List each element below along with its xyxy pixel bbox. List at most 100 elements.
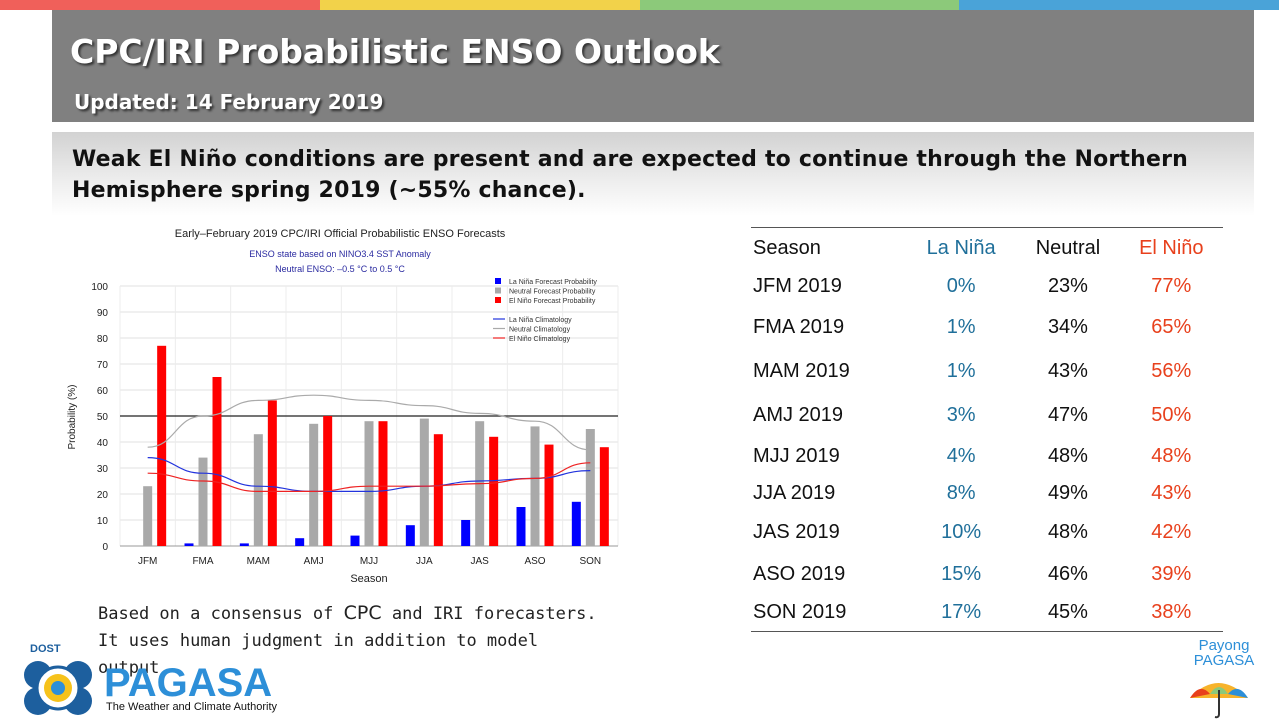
table-header-row: Season La Niña Neutral El Niño [751, 227, 1223, 267]
table-cell-neutral: 43% [1047, 359, 1088, 382]
table-cell-season: MJJ 2019 [753, 444, 840, 467]
table-cell-neutral: 48% [1047, 520, 1088, 543]
table-row: JFM 2019 0% 23% 77% [751, 267, 1223, 305]
table-cell-el-nino: 48% [1151, 444, 1192, 467]
chart-legend: La Niña Forecast Probability Neutral Fore… [493, 278, 597, 343]
table-cell-neutral: 47% [1047, 403, 1088, 426]
table-cell-la-nina: 4% [946, 444, 976, 467]
chart-bar-la-nina [239, 543, 249, 546]
chart-x-tick-label: JJA [416, 556, 433, 567]
table-row: ASO 2019 15% 46% 39% [751, 553, 1223, 595]
chart-svg: Early–February 2019 CPC/IRI Official Pro… [67, 228, 619, 585]
note-cpc: CPC [343, 602, 382, 624]
header: CPC/IRI Probabilistic ENSO Outlook Updat… [52, 10, 1254, 122]
table-cell-season: JFM 2019 [753, 274, 842, 297]
table-cell-el-nino: 39% [1151, 562, 1192, 585]
table-cell-neutral: 45% [1016, 595, 1120, 632]
table-cell-neutral: 49% [1047, 481, 1088, 504]
chart-bar-el-nino [378, 421, 388, 546]
table-cell-season: JAS 2019 [753, 520, 840, 543]
chart-bars [143, 345, 609, 546]
chart-bar-el-nino [267, 400, 277, 546]
table-row: AMJ 2019 3% 47% 50% [751, 393, 1223, 437]
chart-title: Early–February 2019 CPC/IRI Official Pro… [175, 228, 506, 240]
chart-y-tick-label: 10 [97, 516, 109, 527]
pagasa-name: PAGASA [104, 661, 272, 705]
pagasa-emblem-icon [24, 661, 92, 715]
chart-x-tick-label: MJJ [360, 556, 378, 567]
legend-label: El Niño Climatology [509, 336, 571, 343]
table-cell-season: FMA 2019 [753, 315, 845, 338]
top-color-bar [0, 0, 1279, 10]
chart-bar-neutral [530, 426, 540, 546]
table-cell-el-nino: 43% [1151, 481, 1192, 504]
legend-label: La Niña Forecast Probability [509, 279, 597, 286]
table-row: FMA 2019 1% 34% 65% [751, 305, 1223, 349]
chart-y-tick-label: 60 [97, 386, 109, 397]
table-row: JAS 2019 10% 48% 42% [751, 511, 1223, 553]
payong-pagasa-label: PAGASA [1194, 652, 1255, 669]
pagasa-tagline: The Weather and Climate Authority [106, 701, 277, 713]
consensus-note: Based on a consensus of CPC and IRI fore… [98, 600, 618, 682]
chart-bar-neutral [253, 434, 263, 546]
chart-y-tick-label: 90 [97, 308, 109, 319]
top-bar-segment-blue [959, 0, 1279, 10]
table-cell-neutral: 34% [1047, 315, 1088, 338]
pagasa-logo-graphic: DOST PAGASA The Weather and Climate Auth… [24, 643, 277, 715]
table-cell-la-nina: 1% [946, 359, 976, 382]
table-cell-neutral: 46% [1047, 562, 1088, 585]
headline-text: Weak El Niño conditions are present and … [72, 147, 1189, 203]
table-cell-la-nina: 15% [941, 562, 982, 585]
legend-label: La Niña Climatology [509, 317, 572, 324]
chart-bar-la-nina [571, 501, 581, 546]
chart-subtitle-1: ENSO state based on NINO3.4 SST Anomaly [249, 249, 431, 259]
chart-bar-el-nino [544, 444, 554, 546]
table-body: JFM 2019 0% 23% 77% FMA 2019 1% 34% 65% MAM 2019… [751, 267, 1223, 632]
legend-label: Neutral Climatology [509, 327, 571, 334]
table-cell-season: ASO 2019 [753, 562, 846, 585]
chart-y-tick-label: 30 [97, 464, 109, 475]
chart-bar-la-nina [405, 525, 415, 546]
enso-forecast-chart: Early–February 2019 CPC/IRI Official Pro… [52, 216, 628, 596]
page-title: CPC/IRI Probabilistic ENSO Outlook [70, 32, 720, 71]
legend-label: El Niño Forecast Probability [509, 298, 596, 305]
chart-ticks: 0 10 20 30 40 50 60 70 80 90 100 JFM FMA MAM AMJ MJJ JJA… [91, 282, 601, 567]
table-row: MJJ 2019 4% 48% 48% [751, 437, 1223, 475]
table-cell-neutral: 48% [1047, 444, 1088, 467]
table-cell-el-nino: 38% [1119, 595, 1223, 632]
table-cell-la-nina: 17% [906, 595, 1017, 632]
chart-x-tick-label: SON [579, 556, 601, 567]
chart-line-neutral-climatology [147, 394, 591, 451]
top-bar-segment-red [0, 0, 320, 10]
chart-y-tick-label: 100 [91, 282, 108, 293]
updated-date: Updated: 14 February 2019 [74, 90, 384, 114]
chart-y-tick-label: 20 [97, 490, 109, 501]
table-cell-la-nina: 3% [946, 403, 976, 426]
chart-bar-neutral [309, 423, 319, 546]
chart-y-tick-label: 40 [97, 438, 109, 449]
table-row: JJA 2019 8% 49% 43% [751, 475, 1223, 511]
chart-bar-neutral [143, 486, 153, 546]
table-cell-la-nina: 1% [946, 315, 976, 338]
top-bar-segment-green [639, 0, 960, 10]
table-row: MAM 2019 1% 43% 56% [751, 349, 1223, 393]
table-cell-season: SON 2019 [751, 595, 907, 632]
chart-y-tick-label: 80 [97, 334, 109, 345]
payong-label: Payong [1199, 637, 1250, 654]
note-prefix: Based on a consensus of [98, 604, 344, 624]
chart-x-tick-label: AMJ [304, 556, 324, 567]
chart-x-tick-label: MAM [247, 556, 270, 567]
chart-bar-la-nina [461, 520, 471, 546]
chart-y-tick-label: 70 [97, 360, 109, 371]
table-cell-season: AMJ 2019 [753, 403, 844, 426]
chart-y-axis-label: Probability (%) [67, 384, 78, 449]
table-cell-season: JJA 2019 [753, 481, 836, 504]
chart-y-tick-label: 0 [102, 542, 108, 553]
table-cell-la-nina: 0% [946, 274, 976, 297]
note-suffix: and IRI forecasters. It uses human judgm… [98, 604, 597, 678]
chart-bar-la-nina [516, 507, 526, 546]
chart-line-el-nino-climatology [147, 462, 591, 492]
chart-bar-neutral [198, 457, 208, 546]
chart-x-tick-label: JAS [470, 556, 489, 567]
chart-subtitle-2: Neutral ENSO: –0.5 °C to 0.5 °C [275, 264, 405, 274]
